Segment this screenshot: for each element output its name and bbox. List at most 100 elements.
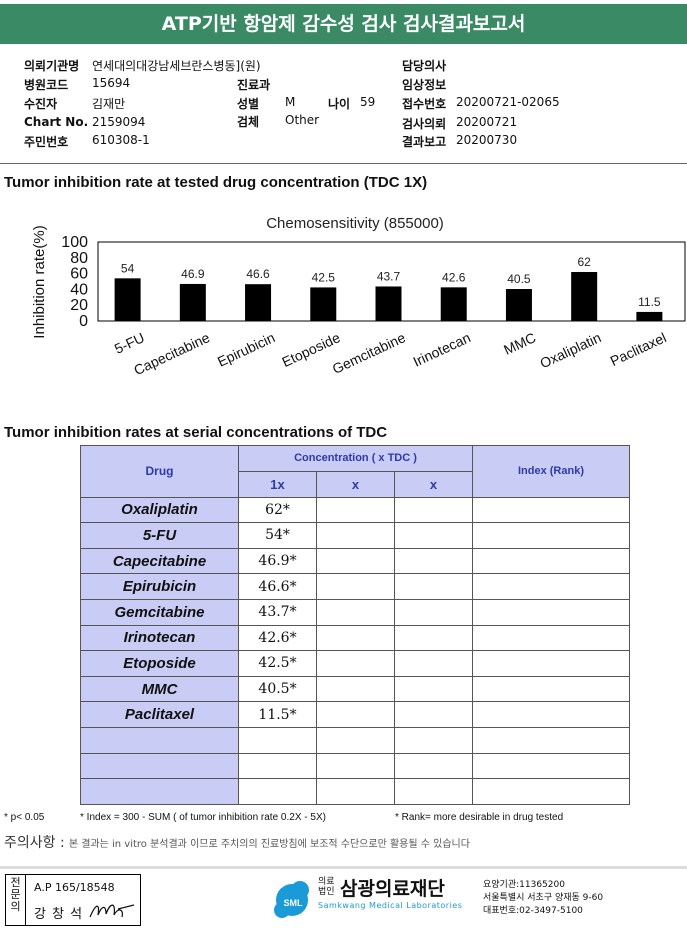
drug-cell: Epirubicin — [80, 573, 239, 600]
chart-title: Chemosensitivity (855000) — [266, 215, 444, 232]
reported-value: 20200730 — [456, 133, 518, 147]
specimen-label: 검체 — [237, 115, 260, 129]
empty-cell — [472, 752, 630, 780]
sex-label: 성별 — [237, 97, 260, 111]
table-row: MMC 40.5* — [80, 675, 630, 703]
lab-type-line1: 의료 — [318, 877, 335, 887]
conc-1x-value: 46.9* — [238, 547, 317, 575]
y-tick-label: 60 — [70, 266, 88, 283]
table-row: Gemcitabine 43.7* — [80, 598, 630, 626]
empty-row — [80, 752, 630, 780]
table-row: Epirubicin 46.6* — [80, 573, 630, 600]
lab-logo: SML 의료 법인 삼광의료재단 Samkwang Medical Labora… — [270, 874, 680, 929]
report-title: ATP기반 항암제 감수성 검사 검사결과보고서 — [0, 4, 687, 44]
data-label: 46.6 — [246, 267, 270, 281]
notice-text: 본 결과는 in vitro 분석결과 이므로 주치의의 진료방침에 보조적 수… — [68, 839, 470, 850]
empty-cell — [238, 726, 317, 754]
y-tick-label: 20 — [70, 297, 88, 314]
empty-cell — [316, 752, 395, 780]
x-category-label: 5-FU — [112, 329, 147, 357]
concentration-header: Concentration ( x TDC ) — [238, 445, 473, 472]
data-label: 42.6 — [442, 270, 466, 284]
table-row: Irinotecan 42.6* — [80, 624, 630, 652]
bar-paclitaxel — [636, 311, 663, 321]
empty-cell — [394, 496, 473, 524]
empty-cell — [472, 598, 630, 626]
empty-cell — [316, 650, 395, 677]
empty-cell — [472, 496, 630, 524]
empty-cell — [316, 726, 395, 754]
conc-1x-value: 62* — [238, 496, 317, 524]
reported-label: 결과보고 — [402, 135, 447, 149]
conc-1x-value: 42.6* — [238, 624, 317, 652]
sex-value: M — [285, 95, 296, 109]
lab-emblem-icon: SML — [274, 881, 309, 918]
institution-value: 연세대의대강남세브란스병동](원) — [92, 59, 261, 73]
drug-cell: Oxaliplatin — [80, 496, 239, 524]
drug-cell: Paclitaxel — [80, 701, 239, 728]
patient-value: 김재만 — [92, 97, 126, 111]
empty-cell — [472, 573, 630, 600]
conc-col-3: x — [394, 470, 473, 498]
data-label: 46.9 — [181, 267, 205, 281]
x-category-label: Oxaliplatin — [537, 329, 603, 371]
empty-row — [80, 726, 630, 754]
empty-cell — [316, 778, 395, 805]
hospital-code-value: 15694 — [92, 76, 131, 90]
resident-value: 610308-1 — [92, 133, 150, 147]
bar-irinotecan — [440, 287, 467, 321]
serial-concentration-table: Drug Concentration ( x TDC ) Index (Rank… — [80, 445, 630, 805]
empty-cell — [316, 598, 395, 626]
y-tick-label: 80 — [70, 250, 88, 267]
conc-col-1x: 1x — [238, 470, 317, 498]
chemosensitivity-chart: Chemosensitivity (855000) Inhibition rat… — [31, 215, 686, 378]
notice-label: 주의사항 : — [4, 835, 65, 851]
empty-cell — [316, 522, 395, 549]
y-axis-label: Inhibition rate(%) — [31, 225, 48, 338]
institution-label: 의뢰기관명 — [24, 59, 80, 73]
lab-name: 삼광의료재단 — [340, 878, 445, 900]
data-label: 54 — [121, 261, 135, 275]
drug-cell: Irinotecan — [80, 624, 239, 652]
notice: 주의사항 : 본 결과는 in vitro 분석결과 이므로 주치의의 진료방침… — [4, 832, 470, 852]
data-label: 40.5 — [507, 272, 531, 286]
empty-cell — [472, 522, 630, 549]
empty-cell — [472, 547, 630, 575]
empty-cell — [394, 573, 473, 600]
empty-cell — [394, 547, 473, 575]
age-label: 나이 — [328, 97, 351, 111]
table-row: Paclitaxel 11.5* — [80, 701, 630, 728]
hospital-code-label: 병원코드 — [24, 78, 69, 92]
pathologist-name: 강 창 석 — [34, 907, 84, 922]
bar-gemcitabine — [375, 286, 402, 321]
drug-cell: 5-FU — [80, 522, 239, 549]
empty-cell — [472, 778, 630, 805]
lab-emblem-text: SML — [284, 898, 304, 908]
table-row: Etoposide 42.5* — [80, 650, 630, 677]
footer-bar — [0, 866, 687, 941]
index-rank-header: Index (Rank) — [472, 445, 630, 498]
chart-no-value: 2159094 — [92, 115, 146, 129]
accession-label: 접수번호 — [402, 97, 447, 111]
pathologist-signature-box: 전문의 A.P 165/18548 강 창 석 — [5, 874, 141, 926]
empty-cell — [80, 726, 239, 754]
conc-1x-value: 11.5* — [238, 701, 317, 728]
y-tick-label: 100 — [61, 234, 88, 251]
table-row: Capecitabine 46.9* — [80, 547, 630, 575]
accession-value: 20200721-02065 — [456, 95, 560, 109]
drug-cell: Capecitabine — [80, 547, 239, 575]
drug-header: Drug — [80, 445, 239, 498]
empty-cell — [316, 701, 395, 728]
lab-type-line2: 법인 — [318, 887, 335, 897]
conc-1x-value: 54* — [238, 522, 317, 549]
patient-label: 수진자 — [24, 97, 58, 111]
empty-cell — [472, 675, 630, 703]
bar-etoposide — [310, 287, 337, 321]
data-label: 62 — [577, 255, 591, 269]
data-label: 42.5 — [312, 270, 336, 284]
x-category-label: Paclitaxel — [608, 329, 669, 369]
empty-cell — [472, 701, 630, 728]
empty-cell — [394, 624, 473, 652]
empty-cell — [394, 650, 473, 677]
empty-cell — [238, 752, 317, 780]
